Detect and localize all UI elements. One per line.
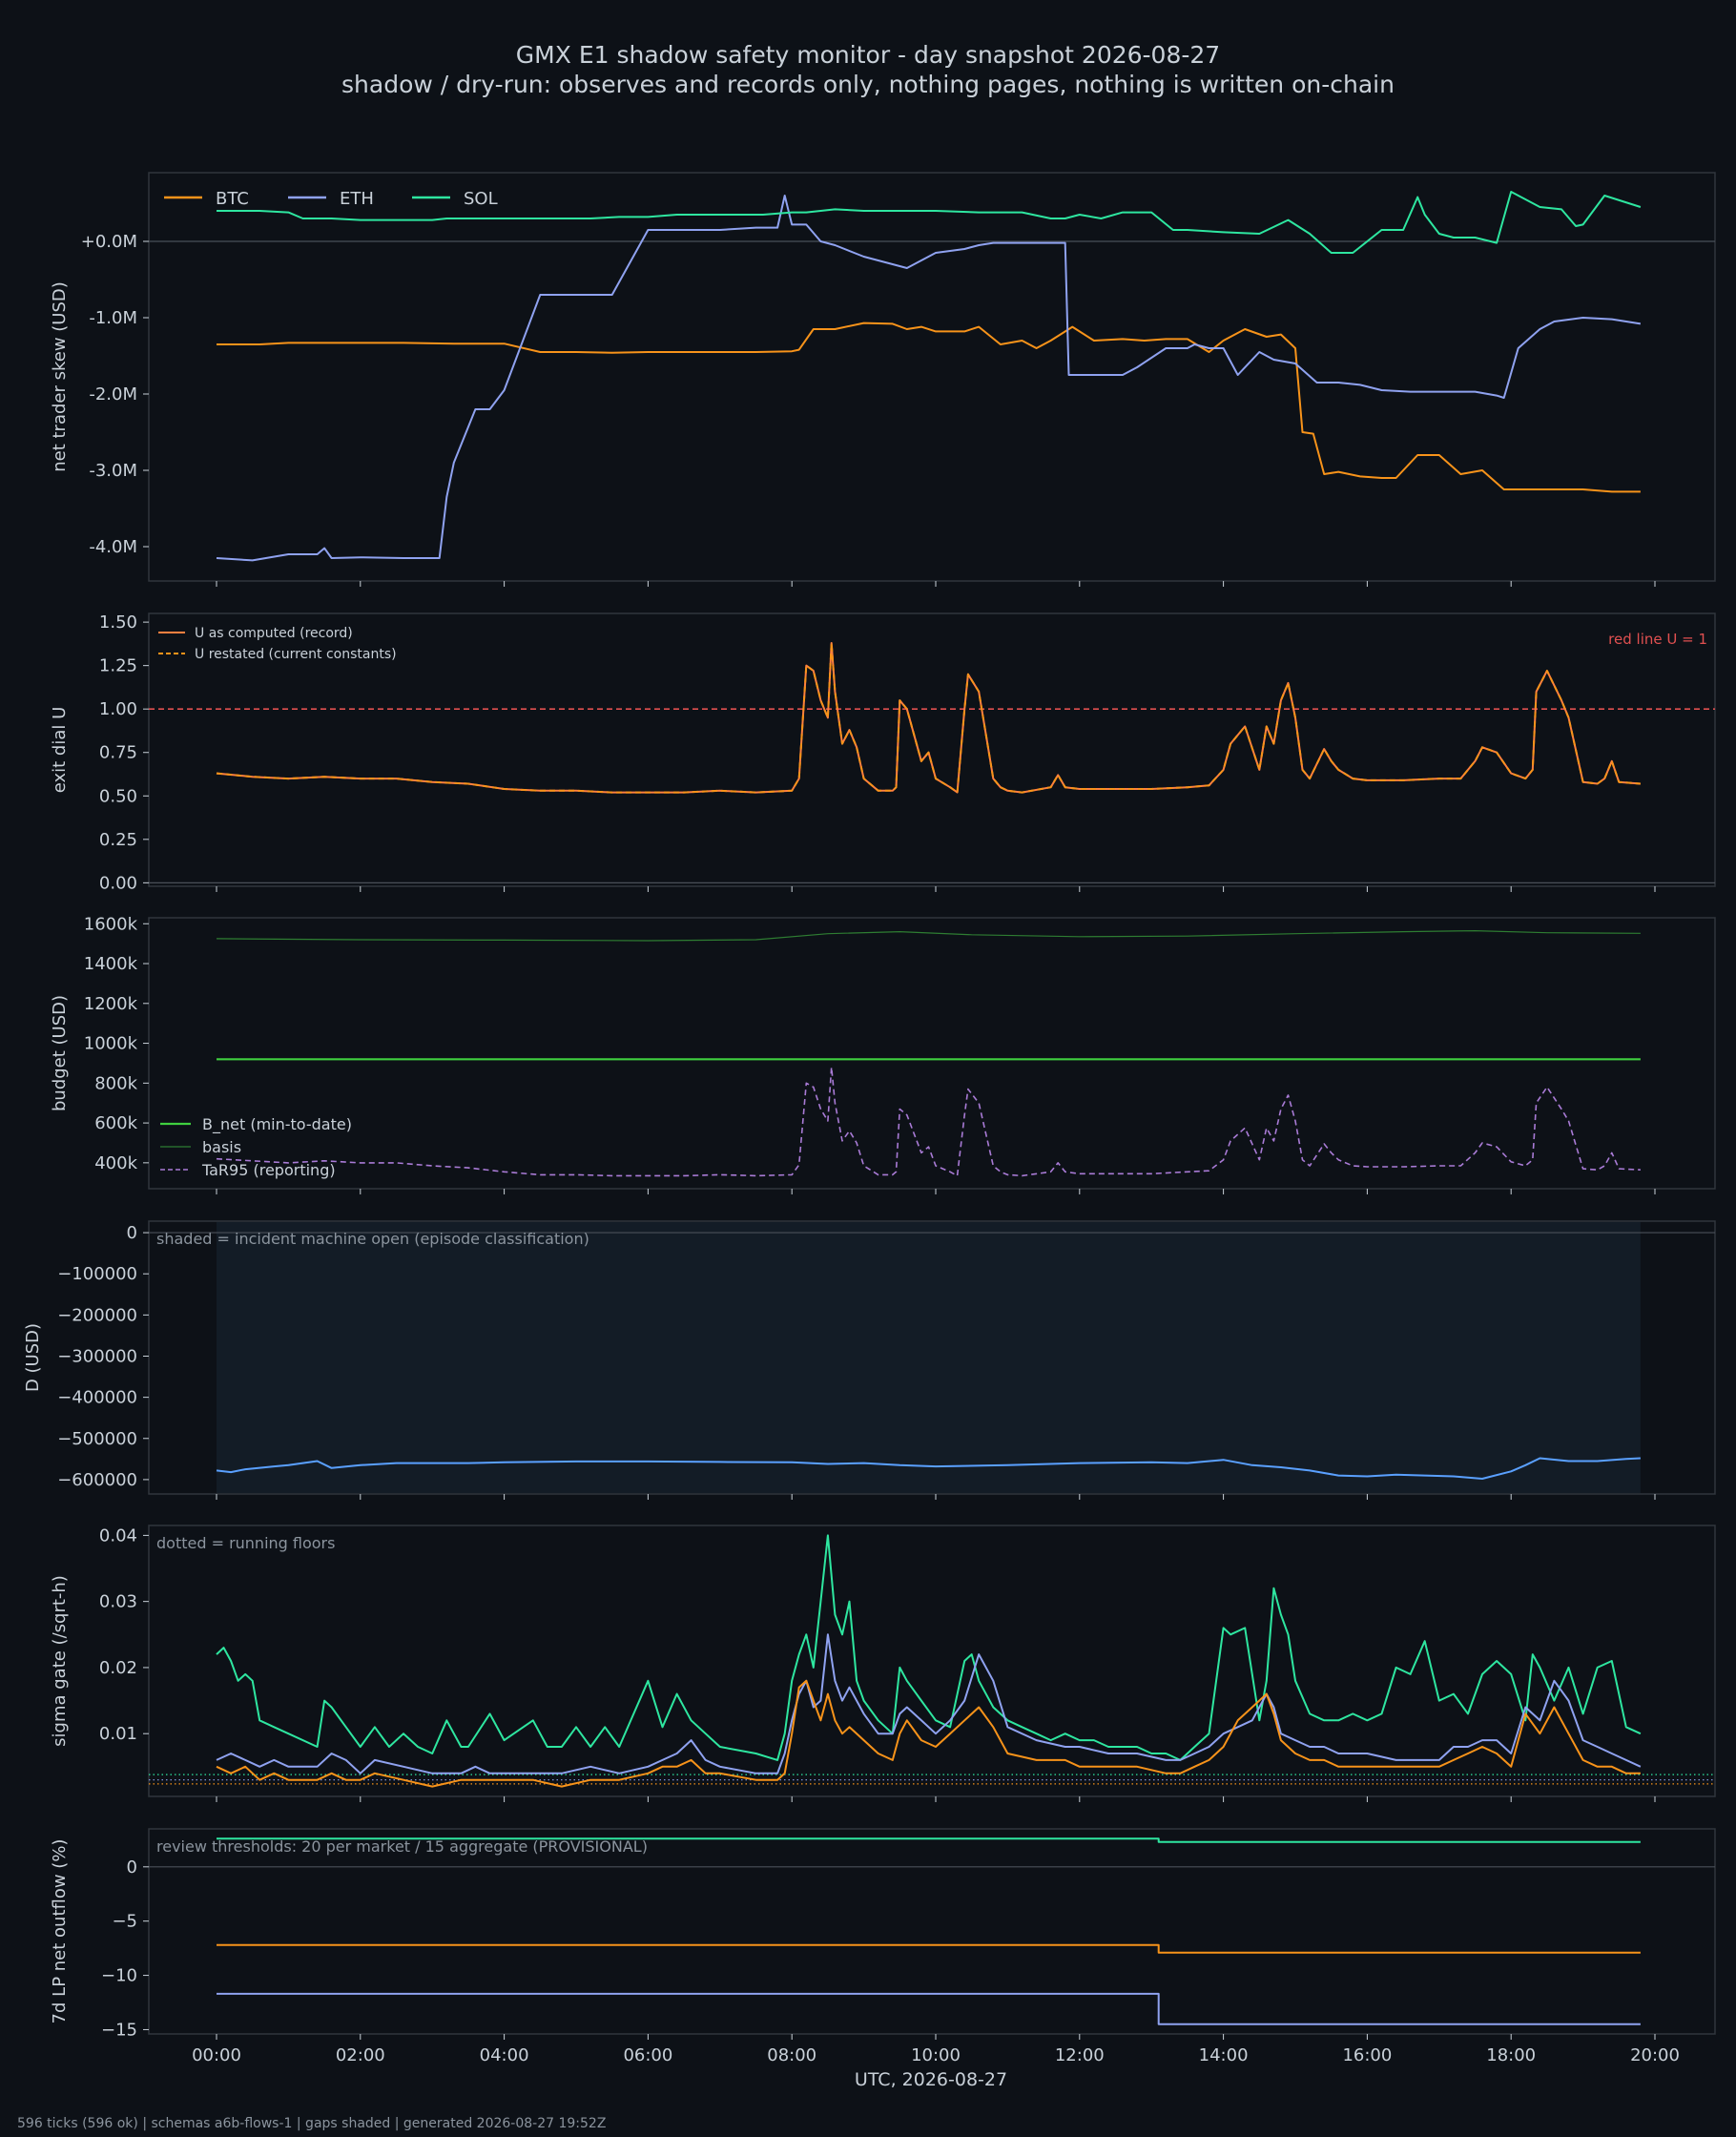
y-tick-label: -2.0M xyxy=(89,384,137,405)
series-line xyxy=(216,1066,1641,1177)
y-tick-label: 400k xyxy=(94,1153,137,1173)
y-tick-label: 1600k xyxy=(84,914,138,934)
series-line xyxy=(216,1457,1641,1480)
y-axis-label: sigma gate (/sqrt-h) xyxy=(50,1575,70,1747)
footer-status: 596 ticks (596 ok) | schemas a6b-flows-1… xyxy=(17,2116,606,2131)
panel-note: dotted = running floors xyxy=(156,1534,335,1552)
panel-note: shaded = incident machine open (episode … xyxy=(156,1230,589,1248)
y-tick-label: 1.25 xyxy=(99,656,137,676)
panel-note: review thresholds: 20 per market / 15 ag… xyxy=(156,1837,648,1856)
plot-frame xyxy=(148,1828,1716,2035)
y-tick-label: 0 xyxy=(127,1857,137,1878)
y-tick-label: 0.01 xyxy=(99,1724,137,1744)
y-tick-label: 0.03 xyxy=(99,1592,137,1612)
x-tick-label: 00:00 xyxy=(192,2045,241,2065)
series-line xyxy=(216,1534,1642,1761)
y-tick-label: −100000 xyxy=(57,1264,137,1284)
series-line xyxy=(216,930,1641,942)
plot-frame xyxy=(148,172,1716,582)
x-tick-label: 16:00 xyxy=(1342,2045,1392,2065)
y-tick-label: 800k xyxy=(94,1073,137,1093)
y-tick-label: −300000 xyxy=(57,1346,137,1366)
series-line xyxy=(217,1837,1641,1843)
plot-frame xyxy=(148,917,1716,1190)
y-tick-label: 0.02 xyxy=(99,1658,137,1678)
legend-label: TaR95 (reporting) xyxy=(201,1161,336,1179)
y-tick-label: 600k xyxy=(94,1113,137,1133)
y-axis-label: exit dial U xyxy=(50,707,70,794)
y-tick-label: 0.75 xyxy=(99,743,137,763)
y-tick-label: 0 xyxy=(127,1223,137,1243)
x-tick-label: 08:00 xyxy=(767,2045,816,2065)
x-tick-label: 20:00 xyxy=(1630,2045,1680,2065)
y-axis-label: net trader skew (USD) xyxy=(50,281,70,472)
series-line xyxy=(217,322,1641,493)
y-tick-label: −500000 xyxy=(57,1429,137,1449)
series-line xyxy=(216,195,1642,562)
y-tick-label: −400000 xyxy=(57,1388,137,1408)
plot-frame xyxy=(148,612,1716,887)
x-tick-label: 04:00 xyxy=(480,2045,529,2065)
panel-skew: +0.0M -1.0M -2.0M -3.0M -4.0M net trader skew… xyxy=(50,172,1716,587)
y-tick-label: −10 xyxy=(101,1966,137,1986)
y-tick-label: -1.0M xyxy=(89,308,137,328)
legend-label: SOL xyxy=(464,189,498,209)
chart-subtitle: shadow / dry-run: observes and records o… xyxy=(341,71,1395,98)
y-tick-label: −15 xyxy=(101,2020,137,2040)
y-tick-label: −5 xyxy=(112,1912,137,1932)
legend-label: U as computed (record) xyxy=(195,626,353,641)
series-line xyxy=(217,191,1642,254)
y-tick-label: 0.25 xyxy=(99,830,137,850)
y-axis-label: D (USD) xyxy=(23,1323,43,1392)
x-tick-label: 02:00 xyxy=(336,2045,385,2065)
x-axis-label: UTC, 2026-08-27 xyxy=(855,2069,1007,2090)
x-tick-label: 18:00 xyxy=(1486,2045,1536,2065)
x-tick-label: 12:00 xyxy=(1055,2045,1105,2065)
panel-d: 0 −100000 −200000 −300000 −400000 −500000 −600… xyxy=(23,1220,1716,1500)
legend-label: B_net (min-to-date) xyxy=(202,1115,352,1134)
y-tick-label: 0.04 xyxy=(99,1525,137,1546)
y-tick-label: 0.00 xyxy=(99,873,137,893)
legend-label: U restated (current constants) xyxy=(195,647,397,662)
y-tick-label: 0.50 xyxy=(99,786,137,806)
y-tick-label: 1000k xyxy=(84,1034,138,1054)
panel-sigma-gate: 0.01 0.02 0.03 0.04 sigma gate (/sqrt-h) dott… xyxy=(50,1525,1716,1802)
legend-label: ETH xyxy=(340,189,374,209)
series-line xyxy=(217,1943,1641,1954)
series-line xyxy=(216,642,1641,794)
panel-budget: 400k 600k 800k 1000k 1200k 1400k 1600k budget (… xyxy=(50,914,1716,1194)
chart-title: GMX E1 shadow safety monitor - day snaps… xyxy=(516,41,1220,69)
red-line-label: red line U = 1 xyxy=(1608,631,1707,648)
y-axis-label: 7d LP net outflow (%) xyxy=(50,1839,70,2024)
y-tick-label: +0.0M xyxy=(81,232,137,252)
y-tick-label: -3.0M xyxy=(89,461,137,481)
y-tick-label: 1.50 xyxy=(99,612,137,633)
y-tick-label: -4.0M xyxy=(89,537,137,557)
y-tick-label: 1400k xyxy=(84,954,138,974)
y-tick-label: −600000 xyxy=(57,1470,137,1490)
y-axis-label: budget (USD) xyxy=(50,995,70,1111)
series-line xyxy=(217,1992,1641,2025)
x-tick-label: 10:00 xyxy=(911,2045,961,2065)
panel-lp-outflow: −15 −10 −5 0 00:00 02:00 04:00 06:00 08:00 10:00 1… xyxy=(50,1828,1716,2065)
legend-label: basis xyxy=(202,1138,241,1156)
panel-exit-dial: red line U = 1 0.00 0.25 0.50 0.75 1.00 1.25 1.… xyxy=(50,612,1716,893)
legend-label: BTC xyxy=(216,189,249,209)
series-line xyxy=(216,1633,1642,1774)
shaded-region xyxy=(217,1222,1641,1493)
plot-frame xyxy=(148,1525,1716,1797)
x-tick-label: 06:00 xyxy=(623,2045,672,2065)
y-tick-label: 1.00 xyxy=(99,699,137,719)
x-tick-label: 14:00 xyxy=(1199,2045,1249,2065)
y-tick-label: 1200k xyxy=(84,994,138,1014)
series-line xyxy=(216,1679,1641,1788)
y-tick-label: −200000 xyxy=(57,1305,137,1325)
